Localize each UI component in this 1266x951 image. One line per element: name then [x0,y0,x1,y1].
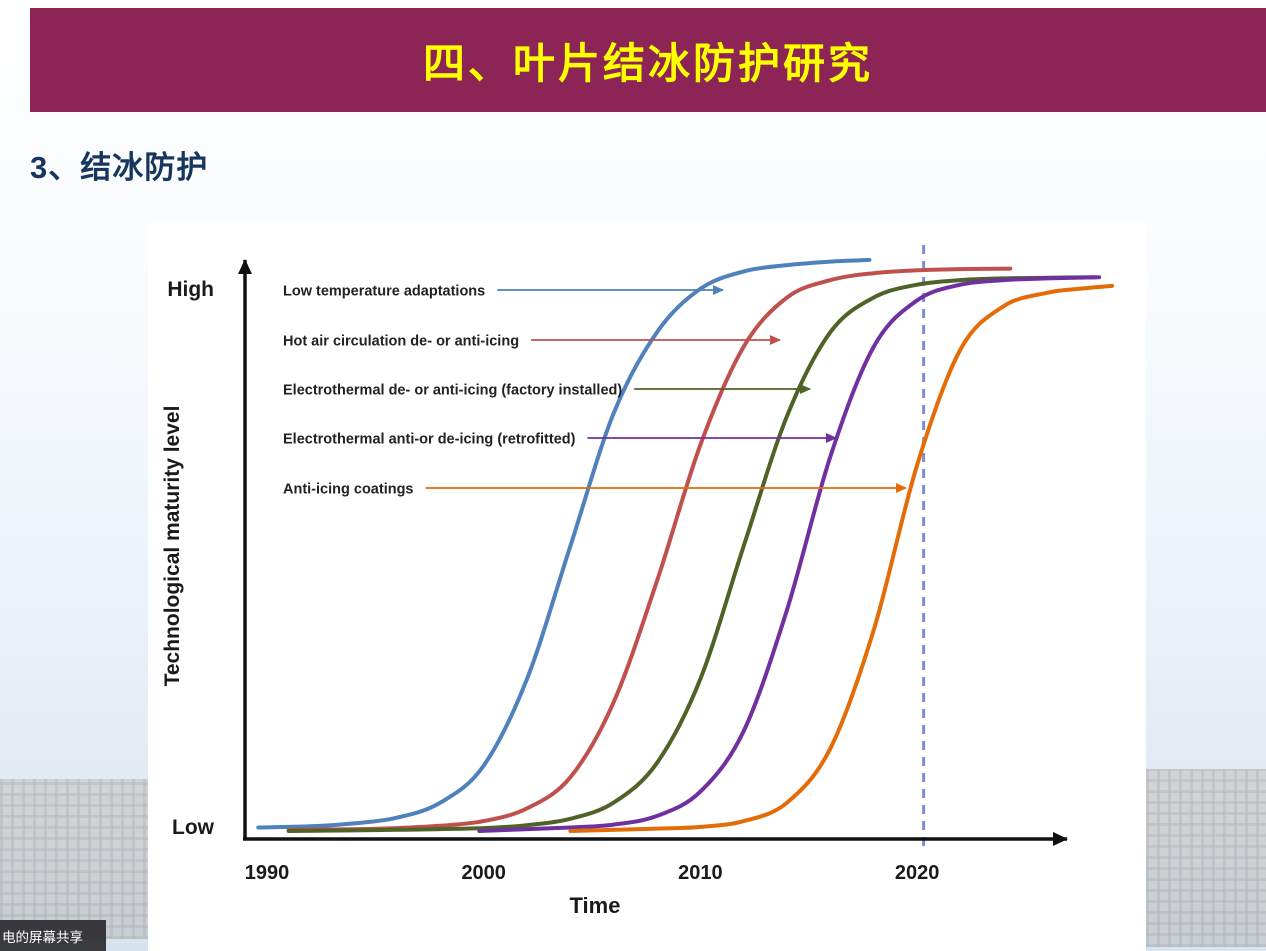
series-curve-4 [568,283,1115,833]
maturity-chart: High Low Technological maturity level Time 1… [161,245,1115,918]
legend-label-0: Low temperature adaptations [283,284,485,300]
slide-header-bar: 四、叶片结冰防护研究 [30,8,1266,112]
series-curve-3 [477,275,1102,833]
series-curve-1 [286,266,1013,832]
legend-label-3: Electrothermal anti-or de-icing (retrofi… [283,432,576,448]
label-high: High [167,278,214,301]
legend-label-1: Hot air circulation de- or anti-icing [283,334,519,350]
screen-share-label: 电的屏幕共享 [2,929,83,945]
legend-label-4: Anti-icing coatings [283,482,414,498]
axis-label-maturity: Technological maturity level [161,406,184,687]
section-subtitle: 3、结冰防护 [30,150,209,185]
label-low: Low [172,816,215,839]
x-tick-label: 1990 [245,862,290,884]
background-building-right [1146,769,1266,947]
x-tick-label: 2010 [678,862,723,884]
background-building-left [0,779,150,939]
x-tick-label: 2020 [895,862,940,884]
screen-share-overlay[interactable]: 电的屏幕共享 [0,920,106,951]
series-curve-2 [286,275,1097,833]
chart-panel: High Low Technological maturity level Time 1… [148,223,1146,951]
slide-title: 四、叶片结冰防护研究 [422,39,873,87]
x-tick-label: 2000 [461,862,506,884]
axis-label-time: Time [570,893,621,918]
legend-label-2: Electrothermal de- or anti-icing (factor… [283,383,622,399]
series-curve-0 [256,257,872,830]
